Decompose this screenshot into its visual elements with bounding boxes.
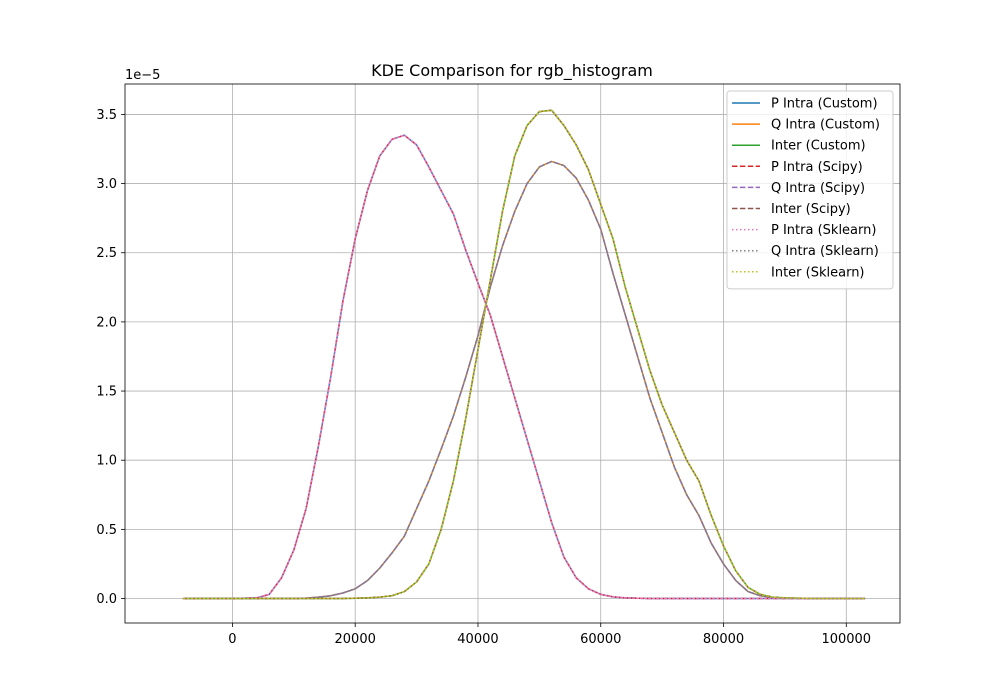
x-tick-label: 20000 [335,632,376,647]
series-line-8 [182,109,866,600]
y-axis-ticks: 0.0 0.5 1.0 1.5 2.0 2.5 3.0 3.5 [96,108,125,607]
x-tick-label: 80000 [703,632,744,647]
axes-frame [124,83,901,624]
x-tick-label: 40000 [457,632,498,647]
y-tick-label: 3.0 [96,177,117,192]
y-tick-label: 1.0 [96,454,117,469]
legend-label: Inter (Scipy) [771,202,851,217]
y-tick-label: 2.5 [96,246,117,261]
series-lines [182,109,866,600]
y-tick-label: 2.0 [96,315,117,330]
y-tick-label: 1.5 [96,385,117,400]
legend-label: Q Intra (Scipy) [771,181,865,196]
series-line-6 [182,134,866,600]
y-tick-label: 0.5 [96,523,117,538]
legend: P Intra (Custom) Q Intra (Custom) Inter (C… [726,90,894,290]
plot-area-border [124,83,901,624]
x-axis-ticks: 0 20000 40000 60000 80000 100000 [228,623,871,647]
legend-label: Inter (Sklearn) [771,265,865,280]
y-tick-label: 0.0 [96,592,117,607]
legend-label: Q Intra (Sklearn) [771,244,879,259]
x-tick-label: 60000 [580,632,621,647]
y-tick-label: 3.5 [96,108,117,123]
chart-title: KDE Comparison for rgb_histogram [371,61,653,81]
legend-label: P Intra (Sklearn) [771,223,876,238]
y-axis-offset-text: 1e−5 [125,68,160,83]
legend-box [726,90,894,290]
legend-label: Q Intra (Custom) [771,118,880,133]
x-tick-label: 100000 [821,632,871,647]
legend-label: Inter (Custom) [771,139,866,154]
x-tick-label: 0 [228,632,236,647]
legend-label: P Intra (Scipy) [771,160,863,175]
legend-label: P Intra (Custom) [771,97,878,112]
series-line-7 [182,160,866,600]
